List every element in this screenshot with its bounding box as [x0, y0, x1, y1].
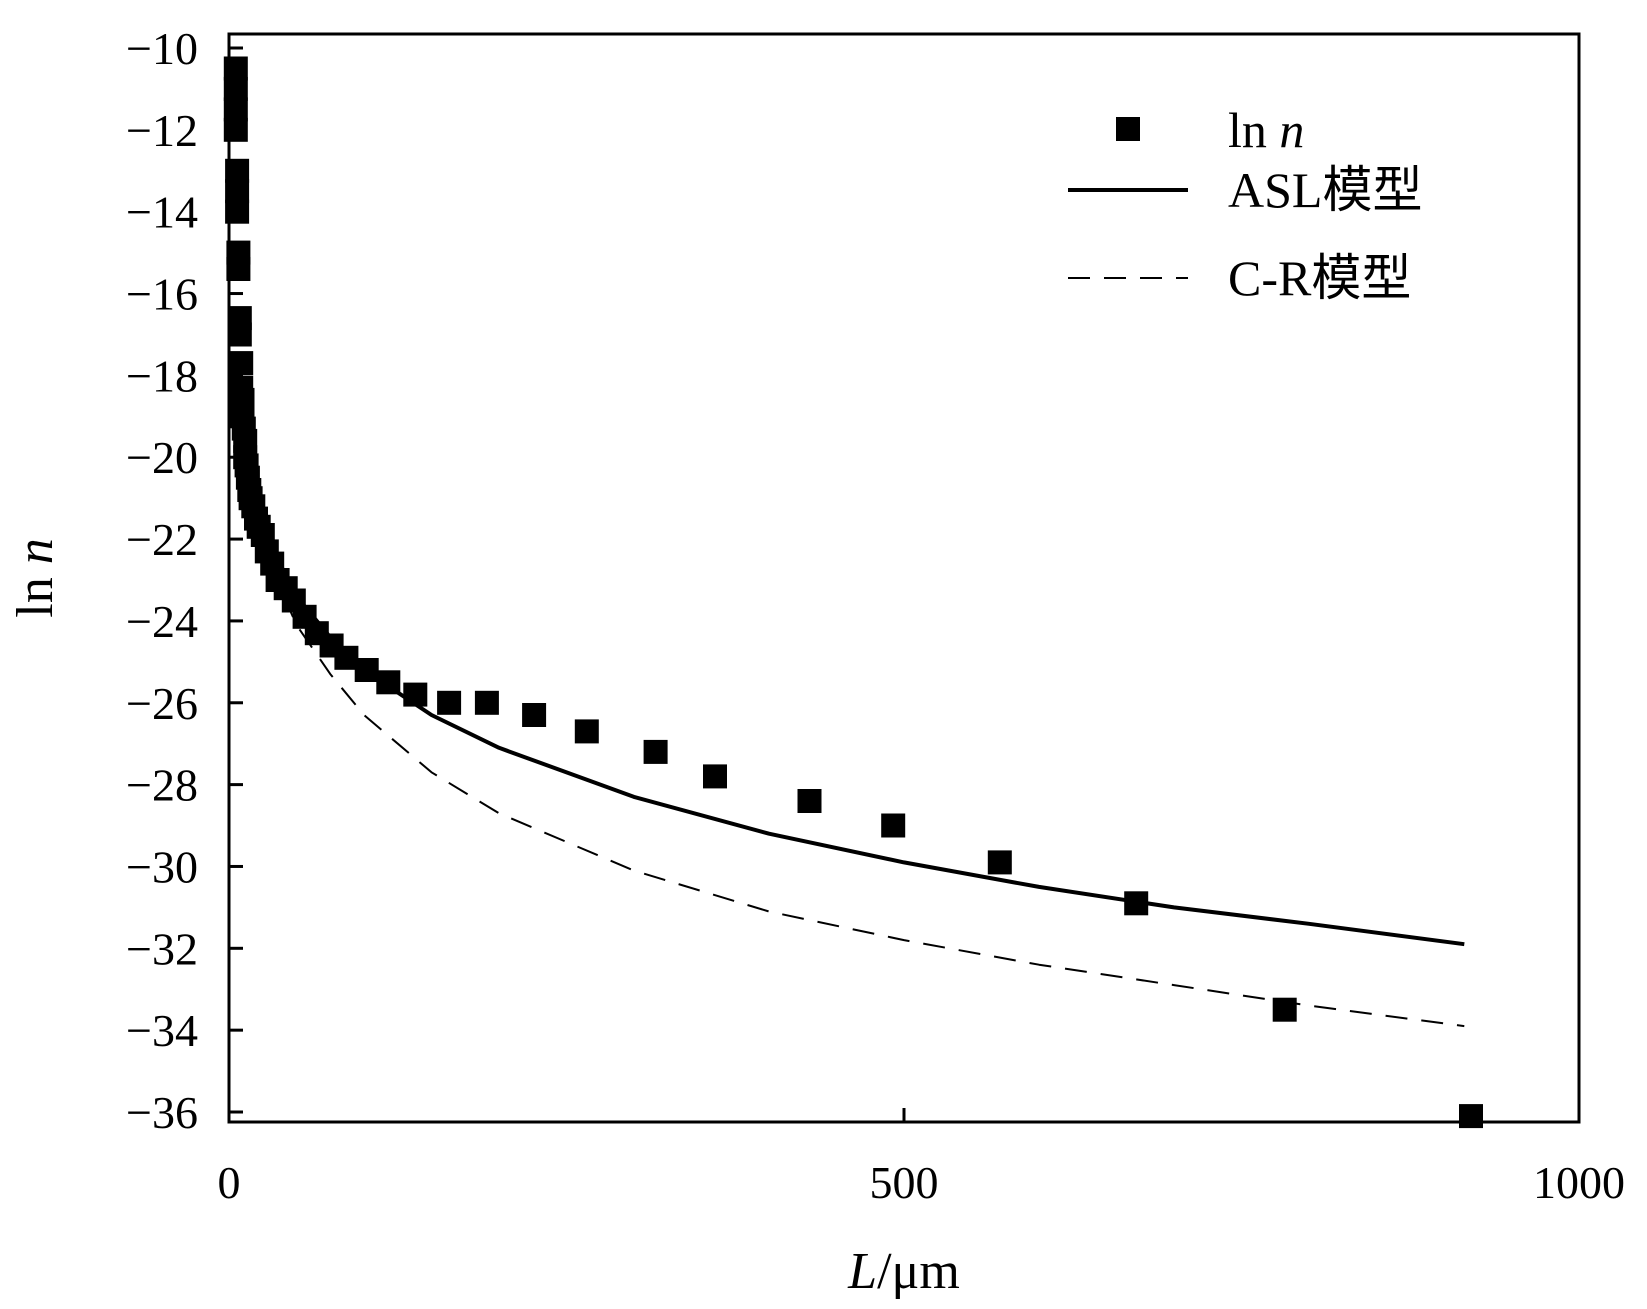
x-axis-title-unit: /μm	[877, 1243, 960, 1300]
legend-label-ln-n: ln n	[1228, 102, 1304, 158]
y-tick-label: −10	[126, 23, 198, 74]
series-line-asl	[233, 383, 1465, 947]
y-tick-label: −34	[126, 1005, 198, 1056]
x-tick-label: 1000	[1533, 1157, 1625, 1208]
data-point	[1124, 891, 1149, 916]
data-point	[1272, 997, 1297, 1022]
y-tick-label: −16	[126, 269, 198, 320]
data-point	[227, 322, 252, 347]
data-point	[225, 179, 250, 204]
data-point	[437, 690, 462, 715]
x-tick-label: 0	[218, 1157, 241, 1208]
y-tick-label: −24	[126, 596, 198, 647]
data-point	[1459, 1104, 1483, 1129]
y-tick-label: −32	[126, 923, 198, 974]
y-tick-label: −28	[126, 760, 198, 811]
y-tick-label: −26	[126, 678, 198, 729]
data-point	[223, 117, 248, 142]
data-point	[225, 199, 250, 224]
data-point	[987, 850, 1012, 875]
legend-label-asl: ASL模型	[1228, 162, 1422, 218]
x-axis-title-italic: L	[847, 1243, 877, 1300]
series-points	[223, 56, 1483, 1129]
data-point	[474, 690, 499, 715]
legend-label-ln-n-plain: ln	[1228, 102, 1279, 158]
legend-label-cr: C-R模型	[1228, 250, 1411, 306]
y-tick-label: −30	[126, 841, 198, 892]
y-axis-title-plain: ln	[7, 564, 64, 617]
y-tick-label: −20	[126, 432, 198, 483]
data-point	[881, 813, 906, 838]
data-point	[354, 658, 379, 682]
data-point	[376, 670, 401, 695]
y-axis-title-italic: n	[7, 538, 64, 564]
y-tick-label: −22	[126, 514, 198, 565]
legend-marker-ln-n	[1116, 117, 1140, 141]
x-tick-label: 500	[870, 1157, 939, 1208]
data-point	[226, 257, 251, 281]
y-tick-label: −18	[126, 350, 198, 401]
y-axis-ticks: −10 −12 −14 −16 −18 −20 −22 −24 −26 −28 −30 −32 −34 −…	[126, 23, 243, 1138]
y-axis-title: ln n	[7, 538, 64, 617]
y-tick-label: −14	[126, 187, 198, 238]
data-point	[522, 703, 547, 727]
data-point	[703, 764, 727, 789]
data-point	[403, 682, 428, 707]
data-point	[334, 645, 359, 670]
data-point	[223, 76, 248, 101]
x-axis-ticks: 0 500 1000	[218, 1108, 1625, 1208]
data-point	[225, 158, 250, 183]
data-point	[223, 97, 248, 122]
data-point	[797, 789, 822, 813]
y-tick-label: −36	[126, 1087, 198, 1138]
legend: ln n ASL模型 C-R模型	[1068, 102, 1422, 306]
data-point	[643, 739, 668, 764]
data-point	[223, 56, 248, 81]
data-point	[574, 719, 599, 744]
x-axis-title: L/μm	[847, 1243, 960, 1300]
data-point	[229, 351, 254, 376]
legend-label-ln-n-italic: n	[1279, 102, 1304, 158]
y-tick-label: −12	[126, 105, 198, 156]
